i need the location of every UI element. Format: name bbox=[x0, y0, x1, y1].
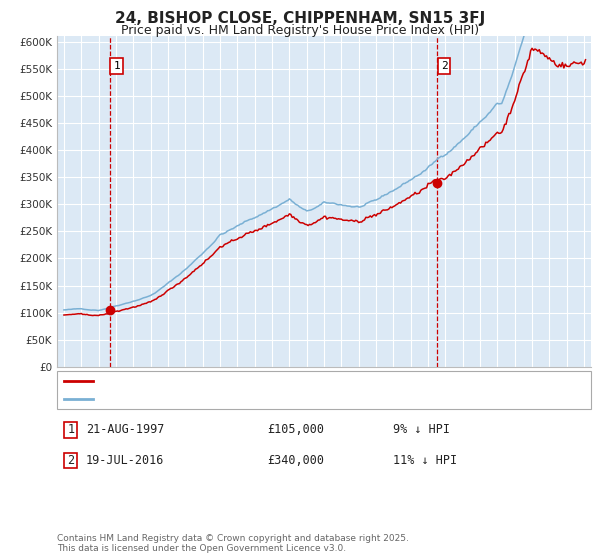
Text: £105,000: £105,000 bbox=[267, 423, 324, 436]
Text: HPI: Average price, detached house, Wiltshire: HPI: Average price, detached house, Wilt… bbox=[98, 394, 401, 404]
Text: £340,000: £340,000 bbox=[267, 454, 324, 467]
Text: 11% ↓ HPI: 11% ↓ HPI bbox=[393, 454, 457, 467]
Text: 21-AUG-1997: 21-AUG-1997 bbox=[86, 423, 164, 436]
Text: Price paid vs. HM Land Registry's House Price Index (HPI): Price paid vs. HM Land Registry's House … bbox=[121, 24, 479, 36]
Text: 19-JUL-2016: 19-JUL-2016 bbox=[86, 454, 164, 467]
Text: 1: 1 bbox=[67, 423, 74, 436]
Text: 2: 2 bbox=[67, 454, 74, 467]
Text: 2: 2 bbox=[441, 61, 448, 71]
Text: Contains HM Land Registry data © Crown copyright and database right 2025.
This d: Contains HM Land Registry data © Crown c… bbox=[57, 534, 409, 553]
Text: 9% ↓ HPI: 9% ↓ HPI bbox=[393, 423, 450, 436]
Text: 24, BISHOP CLOSE, CHIPPENHAM, SN15 3FJ (detached house): 24, BISHOP CLOSE, CHIPPENHAM, SN15 3FJ (… bbox=[98, 376, 469, 386]
Text: 24, BISHOP CLOSE, CHIPPENHAM, SN15 3FJ: 24, BISHOP CLOSE, CHIPPENHAM, SN15 3FJ bbox=[115, 11, 485, 26]
Text: 1: 1 bbox=[113, 61, 120, 71]
